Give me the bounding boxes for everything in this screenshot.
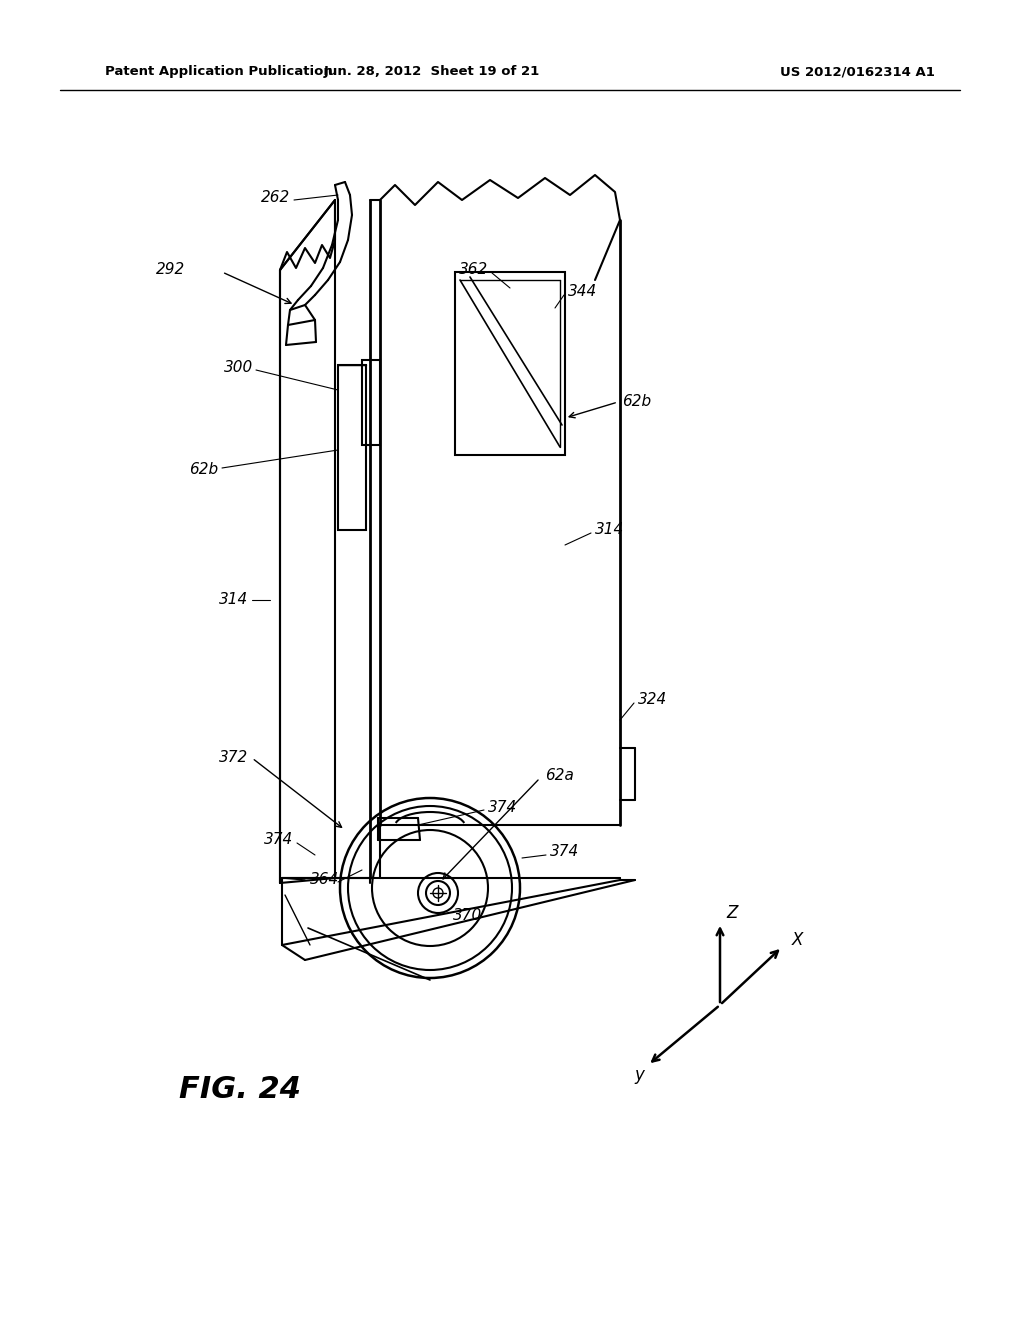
Bar — [455, 272, 565, 455]
Text: 262: 262 — [261, 190, 290, 206]
Bar — [362, 360, 380, 445]
Text: X: X — [792, 931, 804, 949]
Text: 374: 374 — [264, 833, 293, 847]
Text: Patent Application Publication: Patent Application Publication — [105, 66, 333, 78]
Text: 372: 372 — [219, 751, 248, 766]
Text: 62b: 62b — [622, 395, 651, 409]
Text: US 2012/0162314 A1: US 2012/0162314 A1 — [780, 66, 935, 78]
Text: 314: 314 — [219, 593, 248, 607]
Text: 344: 344 — [568, 285, 597, 300]
Text: 364: 364 — [310, 873, 340, 887]
Text: 300: 300 — [224, 359, 253, 375]
Text: 62b: 62b — [188, 462, 218, 478]
Text: 362: 362 — [459, 263, 488, 277]
Text: Jun. 28, 2012  Sheet 19 of 21: Jun. 28, 2012 Sheet 19 of 21 — [324, 66, 540, 78]
Text: y: y — [634, 1067, 644, 1084]
Text: 324: 324 — [638, 693, 668, 708]
Bar — [338, 366, 366, 531]
Text: 370: 370 — [454, 908, 482, 923]
Circle shape — [426, 880, 450, 906]
Text: FIG. 24: FIG. 24 — [179, 1076, 301, 1105]
Text: 62a: 62a — [545, 767, 573, 783]
Text: 374: 374 — [488, 800, 517, 816]
Text: Z: Z — [726, 904, 737, 921]
Text: 314: 314 — [595, 523, 625, 537]
Text: 292: 292 — [156, 263, 185, 277]
Text: 374: 374 — [550, 845, 580, 859]
